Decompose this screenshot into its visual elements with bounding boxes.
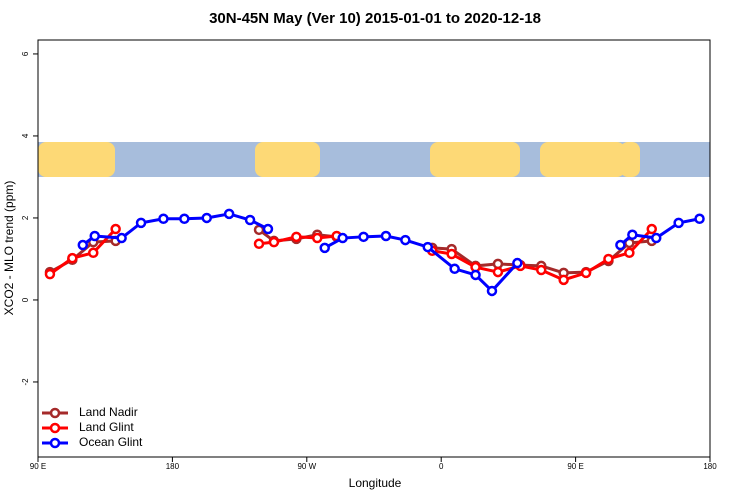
data-point bbox=[673, 217, 684, 229]
data-point bbox=[312, 232, 323, 244]
data-point bbox=[116, 232, 127, 244]
data-point bbox=[67, 252, 78, 264]
x-axis-label: Longitude bbox=[349, 476, 402, 490]
y-tick-label: 0 bbox=[21, 297, 30, 302]
data-point bbox=[319, 242, 330, 254]
data-point bbox=[400, 234, 411, 246]
data-point bbox=[603, 253, 614, 265]
map-land bbox=[255, 142, 320, 177]
data-point bbox=[88, 247, 99, 259]
data-point bbox=[650, 232, 662, 244]
data-point bbox=[536, 264, 547, 276]
data-point bbox=[615, 239, 626, 251]
data-point bbox=[470, 269, 481, 281]
x-tick-label: 90 E bbox=[567, 462, 583, 471]
data-point bbox=[262, 223, 274, 235]
x-tick-label: 180 bbox=[166, 462, 180, 471]
legend-label: Ocean Glint bbox=[79, 435, 143, 449]
data-point bbox=[486, 285, 498, 297]
data-point bbox=[44, 268, 56, 280]
x-tick-label: 180 bbox=[703, 462, 717, 471]
data-point bbox=[558, 274, 569, 286]
data-point bbox=[492, 258, 504, 270]
legend-marker bbox=[49, 422, 61, 434]
data-point bbox=[337, 232, 348, 244]
data-point bbox=[380, 230, 392, 242]
data-point bbox=[446, 248, 457, 260]
chart-title: 30N-45N May (Ver 10) 2015-01-01 to 2020-… bbox=[209, 10, 541, 27]
data-point bbox=[77, 239, 89, 251]
map-land bbox=[85, 142, 115, 177]
data-point bbox=[244, 214, 256, 226]
data-point bbox=[492, 266, 504, 278]
data-point bbox=[135, 217, 147, 229]
data-point bbox=[253, 238, 265, 250]
legend-label: Land Glint bbox=[79, 420, 134, 434]
series-line bbox=[81, 212, 700, 294]
data-point bbox=[580, 267, 592, 279]
data-point bbox=[624, 247, 635, 259]
x-tick-label: 90 W bbox=[297, 462, 316, 471]
data-point bbox=[291, 231, 302, 243]
data-point bbox=[512, 257, 523, 269]
plot-frame bbox=[37, 39, 711, 458]
y-tick-label: 6 bbox=[21, 51, 30, 56]
data-point bbox=[89, 230, 100, 242]
data-point bbox=[694, 213, 705, 225]
map-land bbox=[430, 142, 520, 177]
x-tick-label: 90 E bbox=[30, 462, 46, 471]
data-point bbox=[179, 213, 190, 225]
x-tick-label: 0 bbox=[439, 462, 444, 471]
data-point bbox=[449, 263, 460, 275]
map-land bbox=[540, 142, 625, 177]
y-tick-label: 4 bbox=[21, 133, 30, 138]
legend-marker bbox=[49, 437, 61, 449]
data-point bbox=[268, 236, 280, 248]
map-land bbox=[620, 142, 640, 177]
data-point bbox=[223, 208, 235, 220]
legend-label: Land Nadir bbox=[79, 405, 138, 419]
data-point bbox=[646, 223, 658, 235]
y-axis-label: XCO2 - MLO trend (ppm) bbox=[2, 181, 16, 316]
data-point bbox=[158, 213, 169, 225]
data-point bbox=[358, 231, 369, 243]
data-point bbox=[422, 241, 434, 253]
legend-marker bbox=[49, 407, 61, 419]
data-point bbox=[627, 229, 638, 241]
data-point bbox=[201, 212, 212, 224]
data-point bbox=[110, 223, 121, 235]
y-tick-label: 2 bbox=[21, 215, 30, 220]
y-tick-label: -2 bbox=[21, 378, 30, 386]
